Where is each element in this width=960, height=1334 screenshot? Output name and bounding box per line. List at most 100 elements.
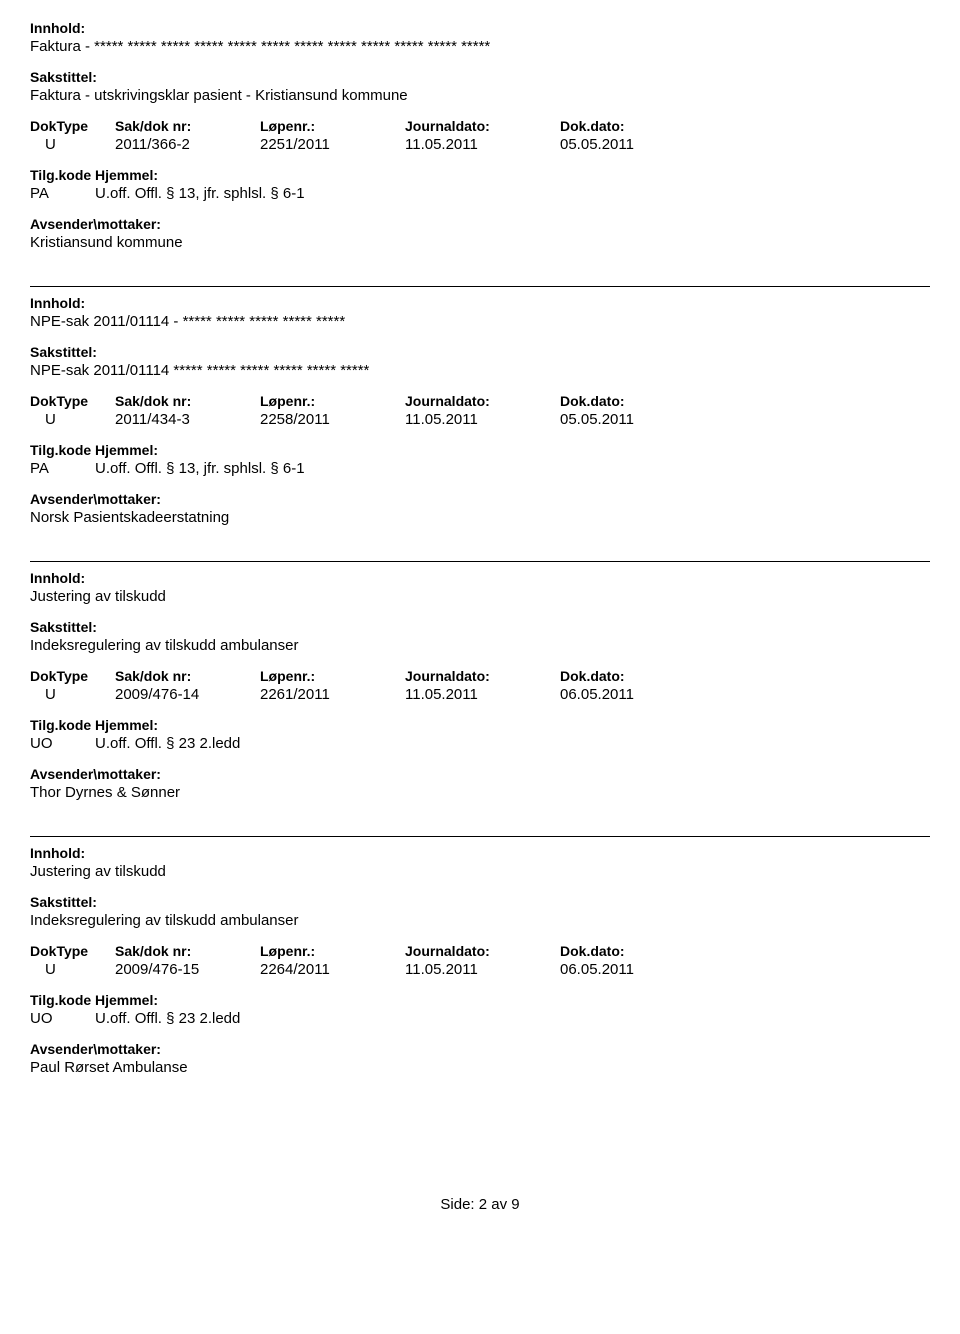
doktype-label: DokType <box>30 668 115 684</box>
innhold-label: Innhold: <box>30 20 930 36</box>
journaldato-value: 11.05.2011 <box>405 411 560 428</box>
lopenr-value: 2264/2011 <box>260 961 405 978</box>
dokdato-value: 05.05.2011 <box>560 136 710 153</box>
tilgkode-label: Tilg.kode <box>30 167 95 183</box>
sakdoknr-label: Sak/dok nr: <box>115 668 260 684</box>
hjemmel-value: U.off. Offl. § 13, jfr. sphlsl. § 6-1 <box>95 460 930 477</box>
avsender-value: Kristiansund kommune <box>30 234 930 251</box>
meta-header-row: DokType Sak/dok nr: Løpenr.: Journaldato… <box>30 393 930 409</box>
journal-entry: Innhold: NPE-sak 2011/01114 - ***** ****… <box>30 286 930 526</box>
doktype-label: DokType <box>30 118 115 134</box>
tilgkode-value: PA <box>30 185 95 202</box>
tilgkode-label: Tilg.kode <box>30 992 95 1008</box>
doktype-value: U <box>30 411 115 428</box>
sakdoknr-value: 2009/476-15 <box>115 961 260 978</box>
avsender-label: Avsender\mottaker: <box>30 216 930 232</box>
tilgkode-value: PA <box>30 460 95 477</box>
doktype-value: U <box>30 686 115 703</box>
innhold-label: Innhold: <box>30 570 930 586</box>
meta-value-row: U 2011/366-2 2251/2011 11.05.2011 05.05.… <box>30 136 930 153</box>
hjemmel-label: Hjemmel: <box>95 717 930 733</box>
meta-header-row: DokType Sak/dok nr: Løpenr.: Journaldato… <box>30 943 930 959</box>
lopenr-label: Løpenr.: <box>260 118 405 134</box>
sakstittel-value: NPE-sak 2011/01114 ***** ***** ***** ***… <box>30 362 930 379</box>
sakstittel-label: Sakstittel: <box>30 619 930 635</box>
tilgkode-value: UO <box>30 735 95 752</box>
lopenr-value: 2251/2011 <box>260 136 405 153</box>
dokdato-value: 05.05.2011 <box>560 411 710 428</box>
sakdoknr-value: 2011/434-3 <box>115 411 260 428</box>
sakstittel-value: Faktura - utskrivingsklar pasient - Kris… <box>30 87 930 104</box>
journaldato-label: Journaldato: <box>405 943 560 959</box>
tilg-value-row: PA U.off. Offl. § 13, jfr. sphlsl. § 6-1 <box>30 460 930 477</box>
lopenr-value: 2261/2011 <box>260 686 405 703</box>
journaldato-label: Journaldato: <box>405 393 560 409</box>
hjemmel-value: U.off. Offl. § 23 2.ledd <box>95 735 930 752</box>
journaldato-label: Journaldato: <box>405 668 560 684</box>
dokdato-label: Dok.dato: <box>560 943 710 959</box>
meta-value-row: U 2009/476-14 2261/2011 11.05.2011 06.05… <box>30 686 930 703</box>
hjemmel-value: U.off. Offl. § 23 2.ledd <box>95 1010 930 1027</box>
sakstittel-label: Sakstittel: <box>30 894 930 910</box>
doktype-label: DokType <box>30 393 115 409</box>
innhold-value: Faktura - ***** ***** ***** ***** ***** … <box>30 38 930 55</box>
lopenr-label: Løpenr.: <box>260 393 405 409</box>
sakdoknr-value: 2011/366-2 <box>115 136 260 153</box>
journal-entry: Innhold: Faktura - ***** ***** ***** ***… <box>30 20 930 251</box>
journaldato-value: 11.05.2011 <box>405 136 560 153</box>
hjemmel-label: Hjemmel: <box>95 167 930 183</box>
avsender-label: Avsender\mottaker: <box>30 1041 930 1057</box>
lopenr-label: Løpenr.: <box>260 943 405 959</box>
hjemmel-label: Hjemmel: <box>95 442 930 458</box>
innhold-value: Justering av tilskudd <box>30 863 930 880</box>
tilg-header-row: Tilg.kode Hjemmel: <box>30 442 930 458</box>
avsender-value: Norsk Pasientskadeerstatning <box>30 509 930 526</box>
meta-value-row: U 2009/476-15 2264/2011 11.05.2011 06.05… <box>30 961 930 978</box>
doktype-value: U <box>30 961 115 978</box>
journaldato-value: 11.05.2011 <box>405 961 560 978</box>
tilg-value-row: UO U.off. Offl. § 23 2.ledd <box>30 735 930 752</box>
dokdato-label: Dok.dato: <box>560 393 710 409</box>
avsender-label: Avsender\mottaker: <box>30 766 930 782</box>
sakdoknr-label: Sak/dok nr: <box>115 943 260 959</box>
page-footer: Side: 2 av 9 <box>30 1196 930 1213</box>
journaldato-value: 11.05.2011 <box>405 686 560 703</box>
meta-value-row: U 2011/434-3 2258/2011 11.05.2011 05.05.… <box>30 411 930 428</box>
tilgkode-label: Tilg.kode <box>30 442 95 458</box>
tilg-header-row: Tilg.kode Hjemmel: <box>30 167 930 183</box>
journal-entry: Innhold: Justering av tilskudd Sakstitte… <box>30 836 930 1076</box>
avsender-label: Avsender\mottaker: <box>30 491 930 507</box>
journal-entry: Innhold: Justering av tilskudd Sakstitte… <box>30 561 930 801</box>
dokdato-label: Dok.dato: <box>560 668 710 684</box>
sakstittel-label: Sakstittel: <box>30 69 930 85</box>
hjemmel-label: Hjemmel: <box>95 992 930 1008</box>
tilgkode-label: Tilg.kode <box>30 717 95 733</box>
doktype-value: U <box>30 136 115 153</box>
journaldato-label: Journaldato: <box>405 118 560 134</box>
innhold-label: Innhold: <box>30 845 930 861</box>
dokdato-value: 06.05.2011 <box>560 961 710 978</box>
sakstittel-value: Indeksregulering av tilskudd ambulanser <box>30 912 930 929</box>
hjemmel-value: U.off. Offl. § 13, jfr. sphlsl. § 6-1 <box>95 185 930 202</box>
sakdoknr-label: Sak/dok nr: <box>115 393 260 409</box>
tilg-header-row: Tilg.kode Hjemmel: <box>30 717 930 733</box>
sakstittel-label: Sakstittel: <box>30 344 930 360</box>
doktype-label: DokType <box>30 943 115 959</box>
sakdoknr-label: Sak/dok nr: <box>115 118 260 134</box>
sakdoknr-value: 2009/476-14 <box>115 686 260 703</box>
innhold-label: Innhold: <box>30 295 930 311</box>
avsender-value: Thor Dyrnes & Sønner <box>30 784 930 801</box>
tilgkode-value: UO <box>30 1010 95 1027</box>
meta-header-row: DokType Sak/dok nr: Løpenr.: Journaldato… <box>30 118 930 134</box>
dokdato-value: 06.05.2011 <box>560 686 710 703</box>
avsender-value: Paul Rørset Ambulanse <box>30 1059 930 1076</box>
innhold-value: Justering av tilskudd <box>30 588 930 605</box>
tilg-header-row: Tilg.kode Hjemmel: <box>30 992 930 1008</box>
lopenr-label: Løpenr.: <box>260 668 405 684</box>
dokdato-label: Dok.dato: <box>560 118 710 134</box>
tilg-value-row: UO U.off. Offl. § 23 2.ledd <box>30 1010 930 1027</box>
sakstittel-value: Indeksregulering av tilskudd ambulanser <box>30 637 930 654</box>
innhold-value: NPE-sak 2011/01114 - ***** ***** ***** *… <box>30 313 930 330</box>
meta-header-row: DokType Sak/dok nr: Løpenr.: Journaldato… <box>30 668 930 684</box>
lopenr-value: 2258/2011 <box>260 411 405 428</box>
